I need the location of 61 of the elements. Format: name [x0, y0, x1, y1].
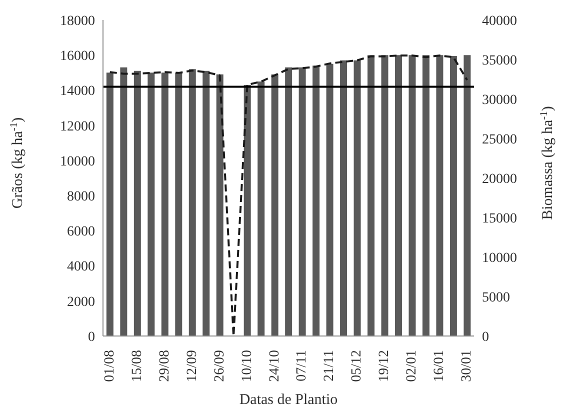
y-tick-label: 8000	[67, 190, 95, 205]
y2-tick-label: 5000	[482, 290, 510, 306]
x-tick-label: 01/08	[102, 350, 118, 382]
bar	[202, 70, 210, 336]
bar	[216, 74, 224, 336]
bar	[436, 55, 444, 336]
y2-tick-label: 15000	[482, 211, 517, 226]
bar	[285, 67, 292, 336]
x-tick-label: 07/11	[294, 350, 310, 382]
x-tick-label: 29/08	[157, 350, 172, 382]
y-tick-label: 4000	[67, 260, 95, 275]
bar	[120, 67, 128, 336]
bar	[271, 74, 278, 336]
bar	[326, 64, 334, 336]
bar	[161, 72, 168, 336]
bar	[148, 72, 155, 336]
x-tick-label: 10/10	[240, 350, 255, 382]
bar	[340, 60, 348, 336]
bar	[408, 55, 416, 336]
bar	[175, 72, 182, 336]
x-axis-title: Datas de Plantio	[239, 392, 338, 408]
bar	[422, 55, 430, 336]
y2-tick-label: 35000	[482, 53, 517, 68]
bar	[188, 69, 196, 336]
y-tick-label: 0	[88, 330, 95, 345]
bar	[450, 56, 457, 336]
x-tick-label: 15/08	[130, 350, 145, 382]
bar	[354, 60, 361, 336]
x-tick-label: 24/10	[267, 350, 282, 382]
y-tick-label: 6000	[67, 224, 95, 240]
y2-tick-label: 40000	[482, 14, 517, 29]
y-tick-label: 2000	[67, 294, 95, 310]
bar	[464, 55, 471, 336]
y2-tick-label: 30000	[482, 92, 517, 108]
x-tick-label: 02/01	[404, 350, 420, 382]
x-tick-label: 26/09	[212, 350, 228, 382]
x-tick-label: 16/01	[432, 350, 448, 382]
bar	[244, 84, 251, 336]
y-tick-label: 10000	[60, 154, 95, 170]
y-tick-label: 14000	[60, 84, 95, 100]
x-tick-label: 12/09	[184, 350, 200, 382]
bar	[394, 55, 402, 336]
line-series	[108, 54, 468, 336]
bar	[368, 55, 375, 336]
bar	[381, 55, 388, 336]
y-tick-label: 12000	[60, 119, 95, 134]
x-tick-label: 21/11	[322, 350, 338, 382]
y2-tick-label: 25000	[482, 132, 517, 148]
y2-tick-label: 20000	[482, 172, 517, 187]
bar	[258, 81, 265, 336]
bar	[298, 67, 306, 336]
bar	[312, 66, 320, 336]
bar	[106, 72, 114, 336]
bar	[134, 70, 141, 336]
y-tick-label: 16000	[60, 49, 95, 64]
x-tick-label: 30/01	[460, 350, 475, 382]
x-tick-label: 05/12	[350, 350, 365, 382]
y2-tick-label: 0	[482, 330, 489, 345]
y2-tick-label: 10000	[482, 250, 517, 266]
y-tick-label: 18000	[60, 14, 95, 29]
x-tick-label: 19/12	[377, 350, 392, 382]
